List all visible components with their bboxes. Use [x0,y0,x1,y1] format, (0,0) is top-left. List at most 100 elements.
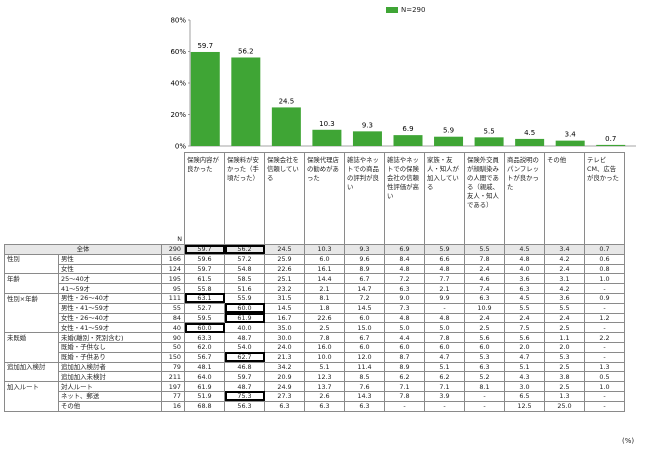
y-tick-label: 80% [170,17,186,25]
column-header: 保険代理店の勧めがあった [304,152,345,245]
row-label: ネット、郵送 [58,390,162,402]
row-label: 追加加入未検討 [58,371,162,383]
row-n: 90 [161,332,185,343]
table-row: その他 16 68.8 56.3 6.3 6.3 6.3- - -12.5 25.0- [4,400,625,412]
table-cell: 2.6 [304,390,345,402]
group-label: 性別×年齢 [4,292,59,304]
table-cell: 24.0 [264,341,305,353]
bar [596,144,626,146]
table-cell: 34.2 [264,361,305,373]
table-cell: 5.1 [304,361,345,373]
table-cell: 7.8 [424,332,465,343]
table-cell: 60.0 [224,302,265,314]
table-cell: 10.0 [304,351,345,363]
table-cell: 2.1 [424,283,465,294]
table-cell: 3.4 [544,244,585,255]
table-cell: 6.5 [504,390,545,402]
unit-label: (%) [622,437,635,445]
table-cell: 61.9 [184,381,225,392]
table-cell: 6.0 [344,312,385,324]
legend-swatch [386,7,398,13]
group-label [4,352,59,363]
table-cell: 0.6 [584,253,625,265]
table-cell: 9.6 [344,253,385,265]
table-cell: 7.2 [384,273,425,285]
table-cell: 2.4 [504,312,545,324]
column-header: その他 [544,152,585,245]
table-cell: 7.8 [304,332,345,343]
row-label: 追加加入検討者 [58,361,162,373]
table-cell: 59.6 [184,253,225,265]
table-cell: 4.2 [544,253,585,265]
group-label: 追加加入検討 [4,361,59,372]
table-row: 性別 男性 166 59.6 57.2 25.9 6.0 9.6 8.4 6.6 7.8 4.8 4.2… [4,253,625,265]
table-cell: 6.0 [424,341,465,353]
table-cell: 11.4 [344,361,385,373]
bar [231,57,261,146]
row-n: 290 [161,244,185,255]
y-tick-label: 40% [170,80,186,88]
row-n: 166 [161,253,185,265]
column-header: 雑誌やネットでの商品の評判が良い [344,152,385,245]
column-header: 雑誌やネットでの保険会社の信頼性評価が高い [384,152,425,245]
table-cell: 2.5 [544,381,585,392]
table-cell: 7.8 [464,253,505,265]
table-cell: 4.8 [424,263,465,275]
table-cell: 64.0 [184,371,225,383]
row-n: 95 [161,283,185,294]
group-name: 年齢 [7,275,20,284]
table-cell: 55.8 [184,283,225,294]
column-header: 家族・友人・知人が加入している [424,152,465,245]
table-row: 既婚・子供あり 150 56.7 62.7 21.3 10.0 12.0 8.7 4.7 5.3 4… [4,351,625,363]
table-cell: 14.7 [344,283,385,294]
table-cell: 8.9 [384,361,425,373]
table-cell: - [424,400,465,412]
y-tick-label: 0% [175,143,186,151]
table-row: 加入ルート 対人ルート 197 61.9 48.7 24.9 13.7 7.6 7.1 7.1 8.… [4,381,625,392]
table-cell: 12.5 [504,400,545,412]
table-cell: 8.1 [304,292,345,304]
table-row: 追加加入検討 追加加入検討者 79 48.1 46.8 34.2 5.1 11.4 8.9 5.1… [4,361,625,373]
row-label: 男性・26～40才 [58,292,162,304]
table-cell: 20.9 [264,371,305,383]
row-label: 女性・41～59才 [58,322,162,334]
table-cell: 5.0 [424,322,465,334]
table-cell: 25.9 [264,253,305,265]
table-cell: 54.8 [224,263,265,275]
row-n: 111 [161,292,185,304]
bar-value-label: 10.3 [319,120,335,128]
table-cell: 6.2 [424,371,465,383]
table-cell: 1.2 [584,312,625,324]
table-cell: 59.7 [224,371,265,383]
table-cell: 13.7 [304,381,345,392]
table-cell: 4.3 [504,371,545,383]
y-tick-label: 60% [170,48,186,56]
table-cell: 14.5 [344,302,385,314]
table-cell: 62.7 [224,351,265,363]
row-n: 77 [161,390,185,402]
table-cell: 6.3 [504,283,545,294]
table-cell: 7.6 [344,381,385,392]
table-cell: - [584,390,625,402]
table-cell: 25.0 [544,400,585,412]
table-cell: 5.9 [424,244,465,255]
bar [190,51,220,146]
table-cell: - [584,302,625,314]
table-cell: 10.3 [304,244,345,255]
table-cell: 57.2 [224,253,265,265]
table-cell: 55.9 [224,292,265,304]
table-cell: - [584,322,625,334]
table-cell: 3.9 [424,390,465,402]
column-header: 保険会社を信頼している [264,152,305,245]
table-cell: 8.1 [464,381,505,392]
group-label: 加入ルート [4,381,59,392]
table-cell: 6.2 [384,371,425,383]
group-label [4,322,59,334]
bar [515,138,545,146]
table-cell: 5.1 [504,361,545,373]
table-cell: 7.2 [344,292,385,304]
table-cell: 1.3 [544,390,585,402]
table-cell: 10.9 [464,302,505,314]
group-name: 性別×年齢 [7,294,38,303]
bar-chart: 0% 20% 40% 60% 80% 59.7 56.2 24.5 10.3 9.3 6.9 5.9 5… [170,17,636,151]
